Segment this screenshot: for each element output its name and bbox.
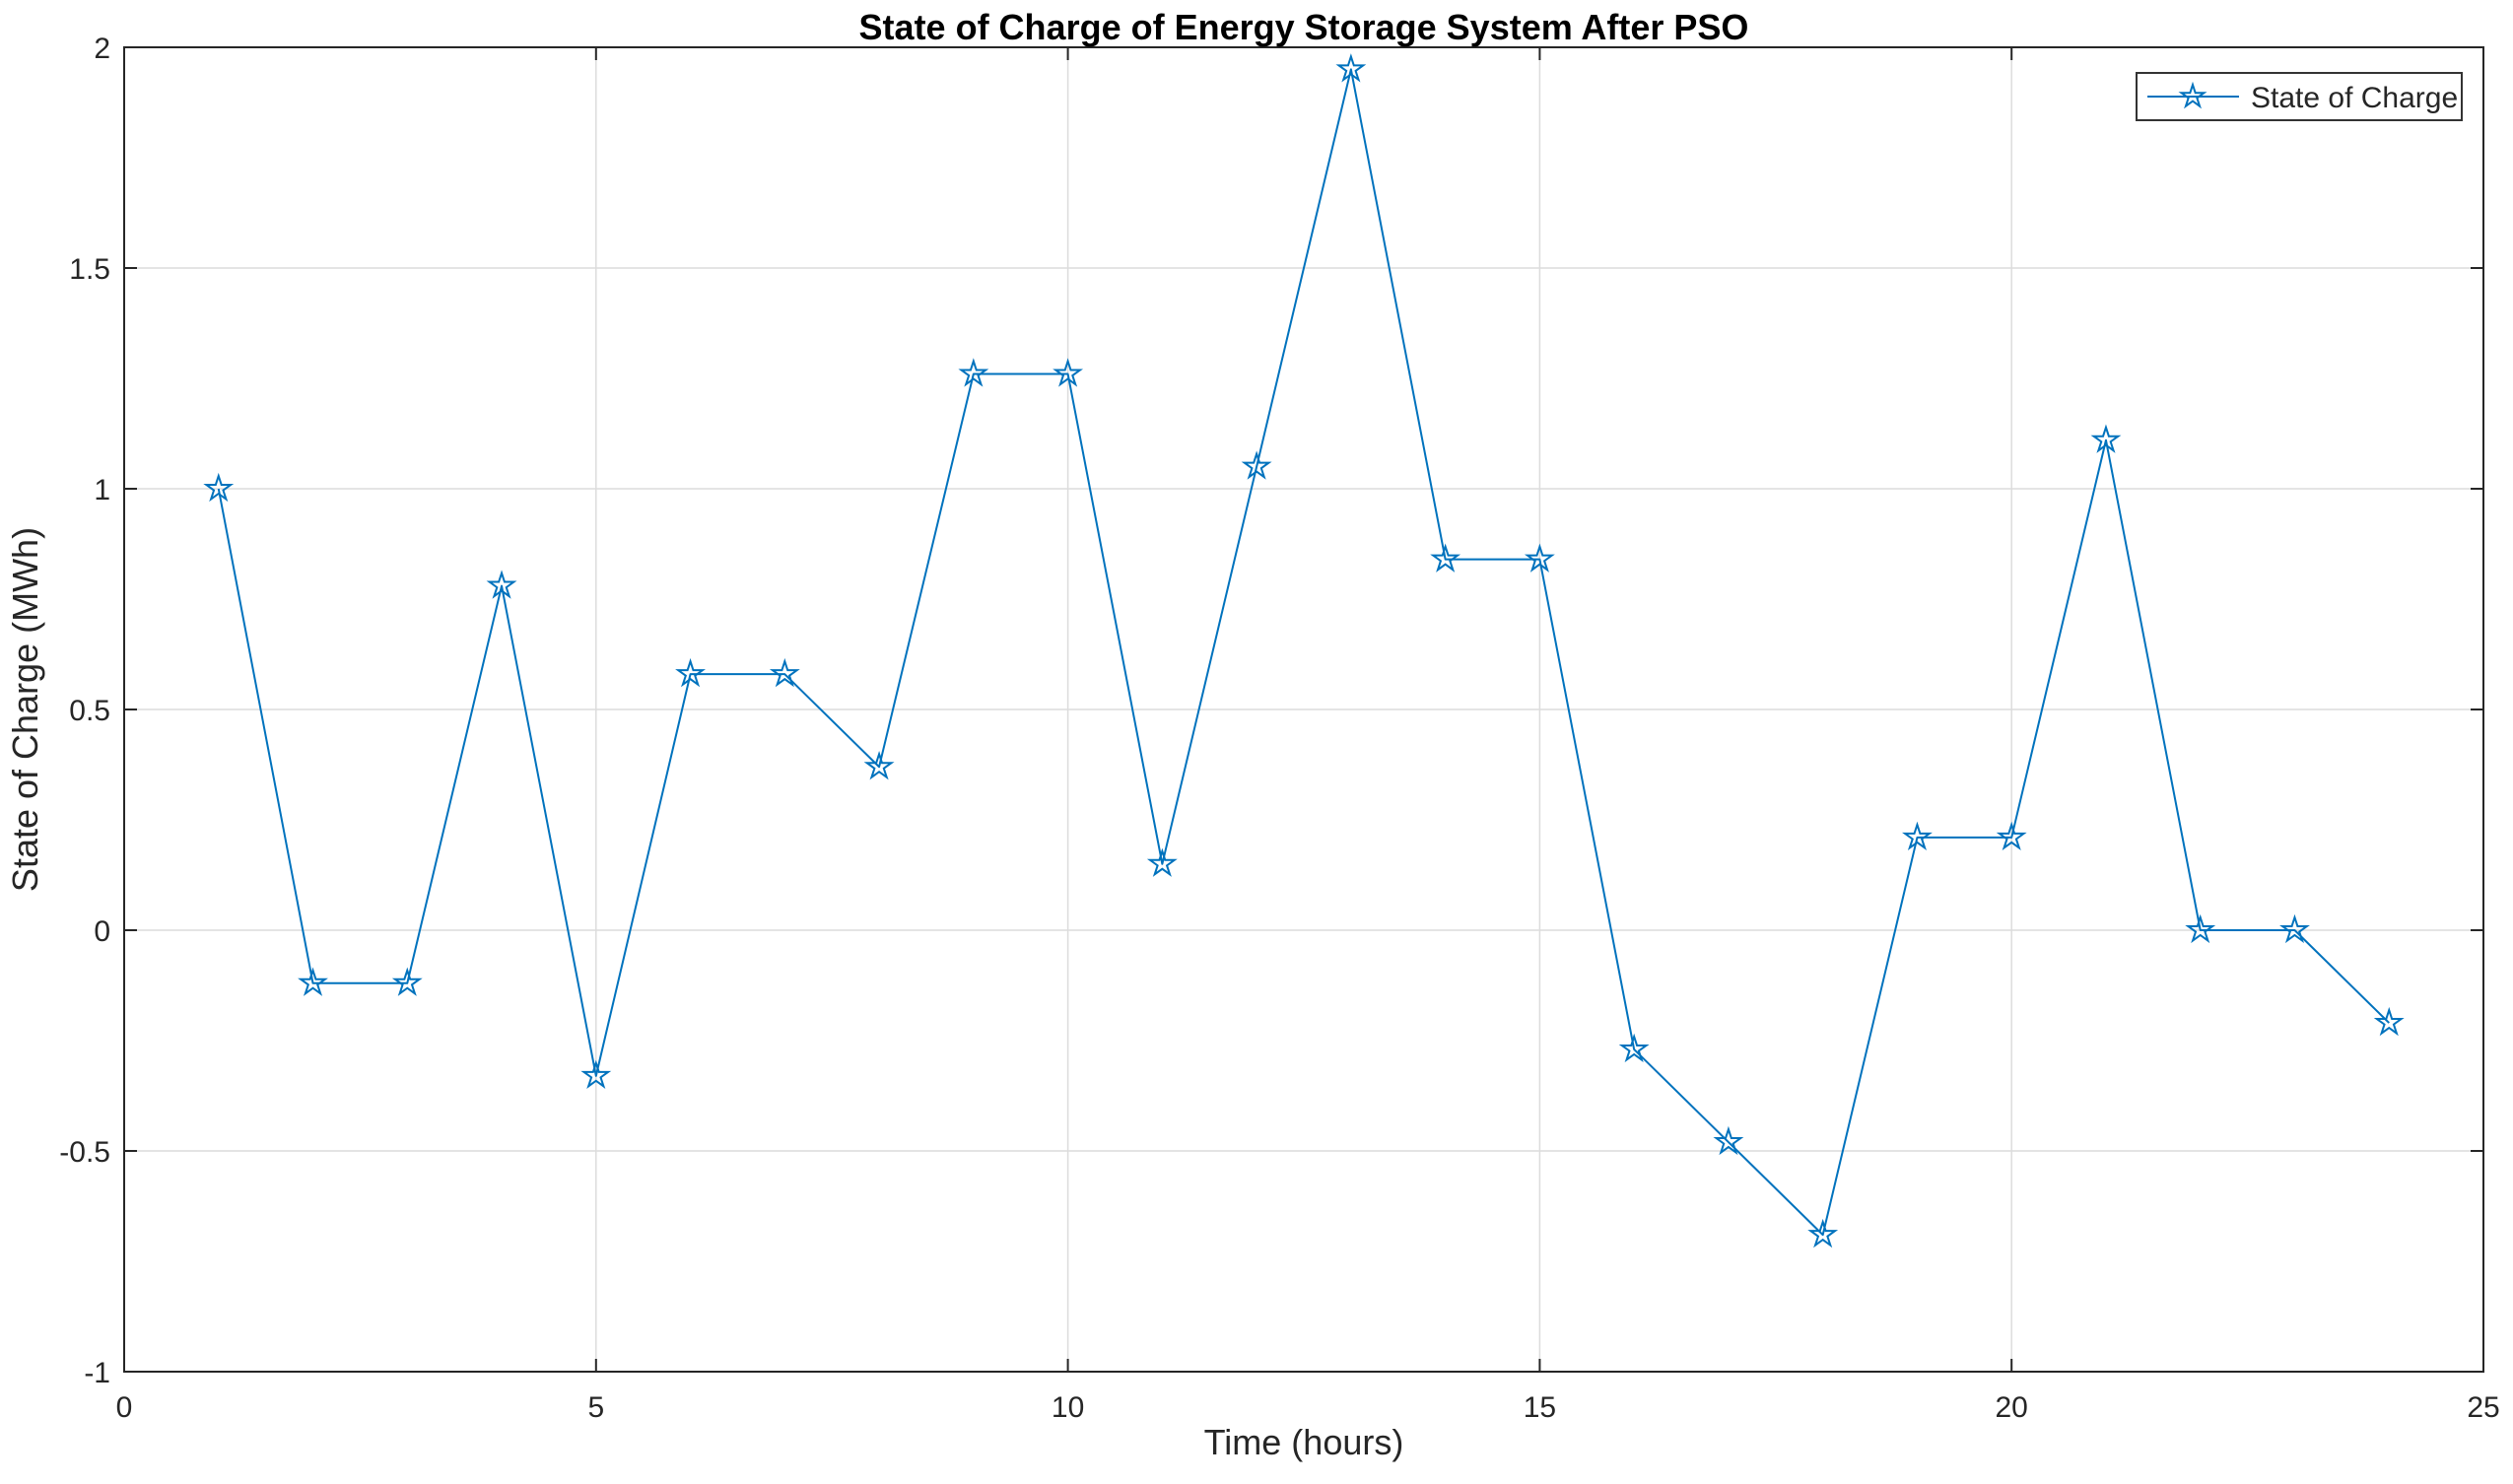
x-axis-label: Time (hours) <box>1204 1422 1404 1462</box>
data-point-marker <box>958 358 989 387</box>
y-tick-label: 1.5 <box>69 253 110 286</box>
data-point-marker <box>486 570 517 599</box>
data-point-marker <box>1996 821 2027 851</box>
data-point-marker <box>2279 913 2310 944</box>
data-point-marker <box>863 751 895 780</box>
data-point-marker <box>1618 1033 1650 1063</box>
x-tick-label: 25 <box>2467 1391 2499 1424</box>
data-point-marker <box>2373 1006 2405 1037</box>
series-line-state-of-charge <box>217 68 2390 1237</box>
legend: State of Charge <box>2136 72 2463 121</box>
series-markers <box>203 53 2405 1248</box>
data-point-marker <box>1241 450 1272 480</box>
axis-tick-labels: 0 5 10 15 20 25 -1 -0.5 0 0.5 1 1.5 2 <box>59 33 2499 1424</box>
data-point-marker <box>1053 358 1084 387</box>
y-tick-label: -0.5 <box>59 1136 110 1169</box>
x-tick-label: 0 <box>116 1391 133 1424</box>
chart-title: State of Charge of Energy Storage System… <box>859 7 1749 47</box>
data-point-marker <box>1807 1218 1839 1248</box>
legend-star-marker-icon <box>2178 81 2207 109</box>
x-tick-label: 20 <box>1996 1391 2028 1424</box>
data-point-marker <box>1335 53 1367 83</box>
data-point-marker <box>2185 913 2216 944</box>
x-tick-label: 5 <box>587 1391 604 1424</box>
data-point-marker <box>769 657 800 688</box>
tick-marks <box>123 46 2484 1373</box>
data-point-marker <box>1902 821 1933 851</box>
data-point-marker <box>2090 424 2122 453</box>
y-tick-label: 0 <box>94 915 110 948</box>
data-point-marker <box>1713 1125 1744 1156</box>
data-point-marker <box>675 657 706 688</box>
x-tick-label: 10 <box>1052 1391 1084 1424</box>
data-point-marker <box>203 472 235 503</box>
x-tick-label: 15 <box>1524 1391 1556 1424</box>
data-point-marker <box>1146 847 1178 877</box>
data-point-marker <box>1524 543 1555 573</box>
y-tick-label: 0.5 <box>69 695 110 727</box>
data-point-marker <box>580 1059 612 1089</box>
y-tick-label: 1 <box>94 474 110 506</box>
data-point-marker <box>1430 543 1461 573</box>
y-tick-label: -1 <box>84 1357 110 1389</box>
data-point-marker <box>391 967 423 996</box>
y-axis-label: State of Charge (MWh) <box>5 527 45 892</box>
data-point-marker <box>298 967 328 996</box>
legend-entry-label: State of Charge <box>2251 82 2458 114</box>
y-tick-label: 2 <box>94 33 110 65</box>
